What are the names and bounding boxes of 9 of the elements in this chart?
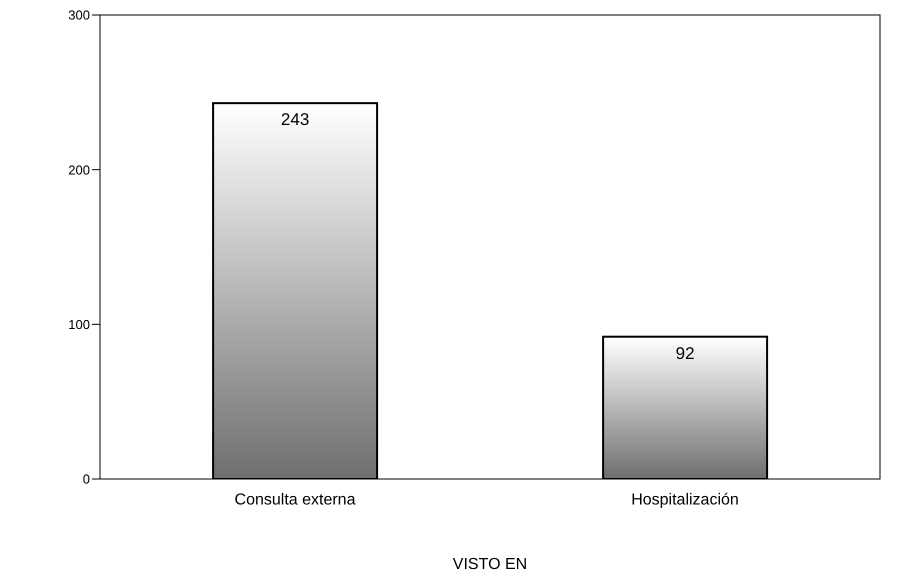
y-tick-label: 300 xyxy=(68,8,90,23)
x-tick-label: Consulta externa xyxy=(234,491,356,508)
y-tick-label: 100 xyxy=(68,316,90,332)
y-tick-label: 200 xyxy=(68,162,90,178)
x-tick-label: Hospitalización xyxy=(631,491,739,508)
data-label: 92 xyxy=(676,344,695,363)
x-axis-title: VISTO EN xyxy=(452,556,528,573)
data-label: 243 xyxy=(280,110,310,130)
y-tick-label: 0 xyxy=(82,472,90,487)
